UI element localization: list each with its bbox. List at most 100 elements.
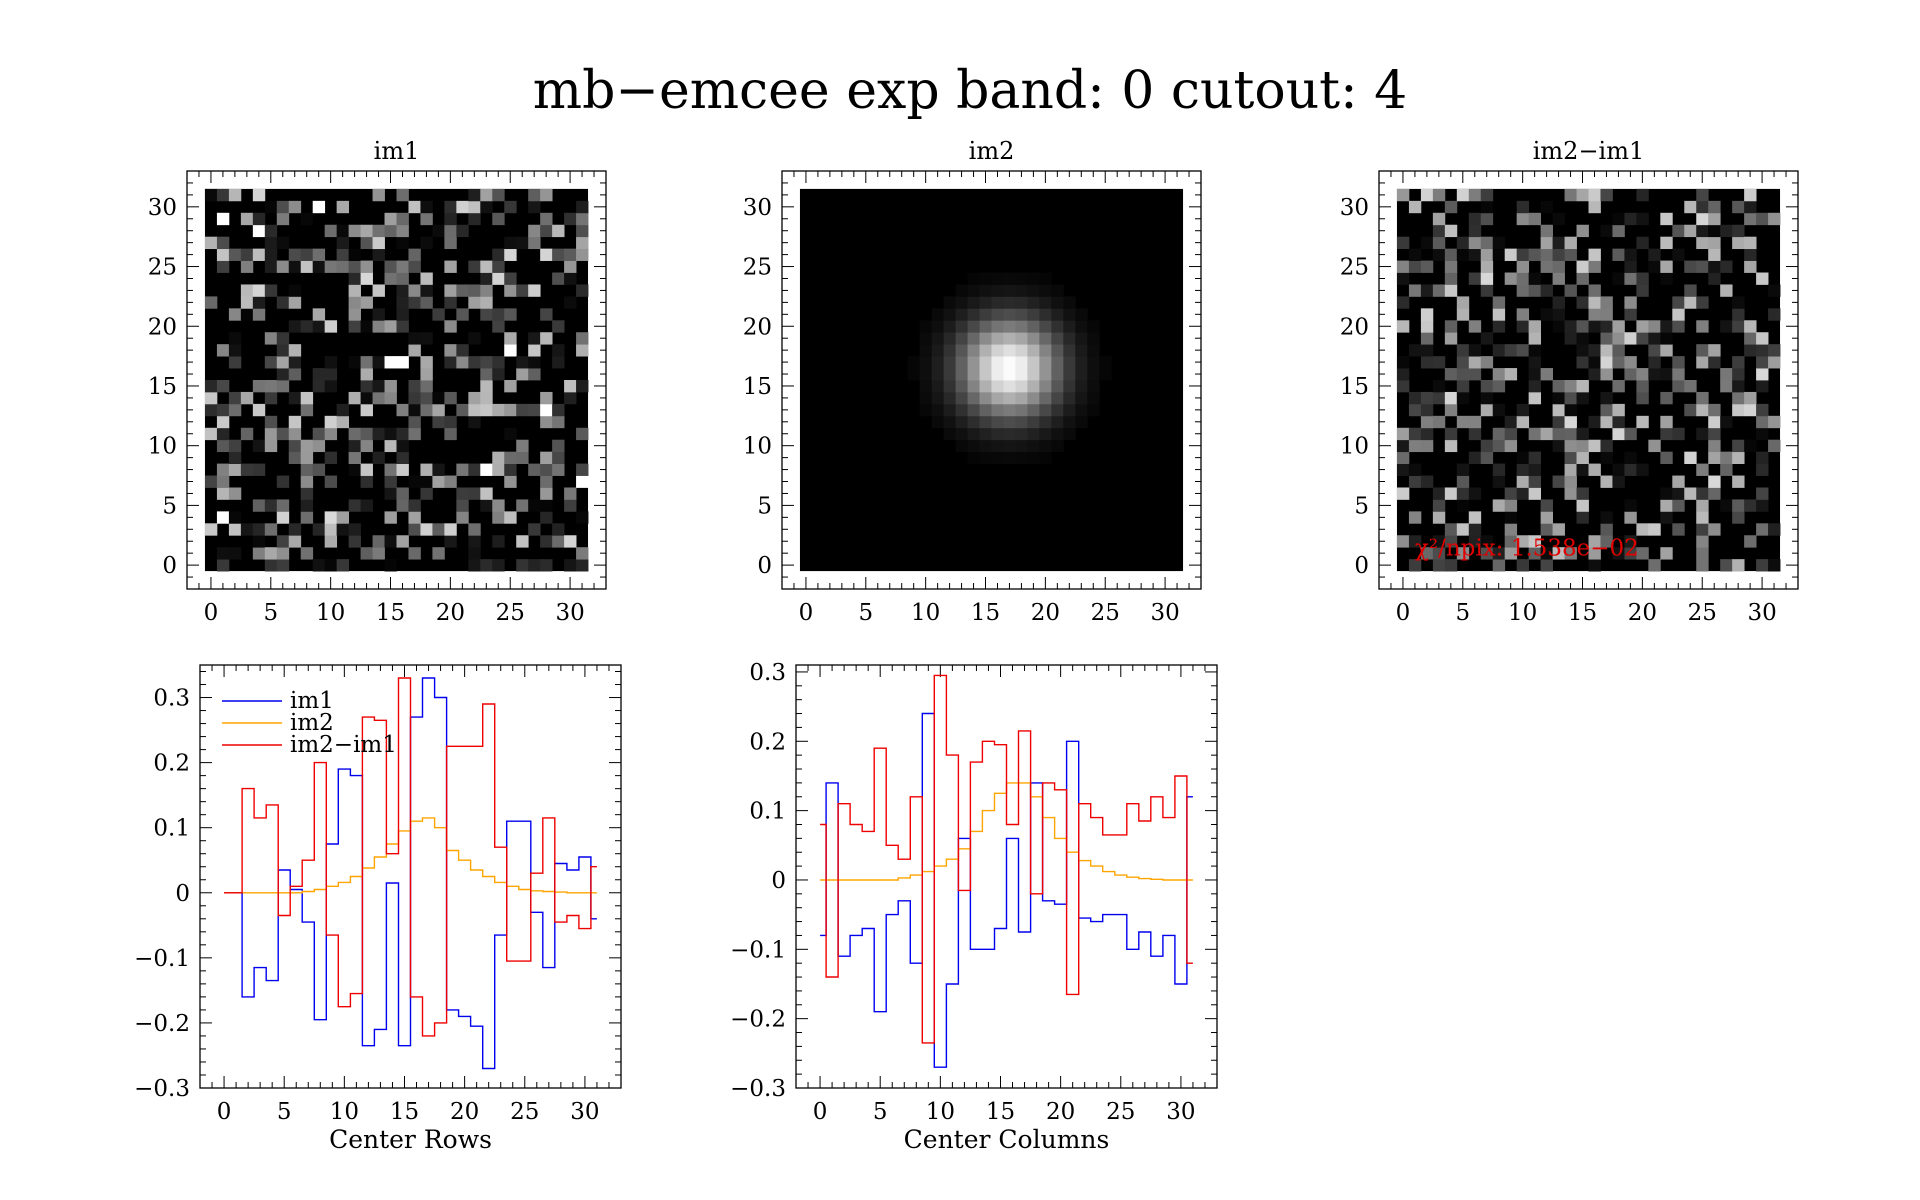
pixel — [1480, 332, 1494, 345]
pixel — [504, 344, 517, 357]
pixel — [1063, 344, 1076, 357]
pixel — [1408, 200, 1422, 214]
pixel — [1003, 403, 1016, 417]
pixel — [300, 475, 314, 488]
pixel — [1408, 475, 1422, 488]
pixel — [1480, 439, 1494, 453]
x-tick-label: 15 — [986, 1099, 1015, 1125]
pixel — [276, 475, 290, 488]
pixel — [1528, 368, 1542, 381]
pixel — [288, 296, 302, 309]
pixel — [348, 463, 361, 476]
pixel — [955, 415, 968, 429]
pixel — [1456, 188, 1470, 202]
pixel — [396, 499, 409, 512]
x-tick-label: 15 — [390, 1099, 419, 1125]
pixel — [240, 248, 254, 261]
pixel — [264, 284, 278, 297]
pixel — [991, 439, 1004, 453]
pixel — [564, 499, 577, 512]
pixel — [204, 236, 218, 250]
pixel — [1396, 260, 1410, 273]
pixel — [528, 463, 541, 476]
pixel — [1516, 487, 1530, 500]
pixel — [1444, 368, 1458, 381]
pixel — [348, 296, 361, 309]
pixel — [288, 356, 302, 369]
panel-title: im2 — [969, 137, 1015, 165]
pixel — [1408, 511, 1422, 524]
pixel — [919, 380, 933, 393]
x-tick-label: 25 — [1688, 600, 1717, 626]
pixel — [1456, 523, 1470, 536]
pixel — [1087, 368, 1100, 381]
pixel — [552, 439, 565, 453]
pixel — [1696, 547, 1709, 560]
pixel — [1744, 439, 1757, 453]
pixel — [1051, 284, 1064, 297]
pixel — [1003, 320, 1016, 333]
pixel — [1564, 236, 1577, 250]
pixel — [1564, 487, 1577, 500]
pixel — [1456, 463, 1470, 476]
pixel — [1492, 296, 1506, 309]
pixel — [1552, 380, 1565, 393]
pixel — [991, 356, 1004, 369]
pixel — [1444, 427, 1458, 441]
pixel — [360, 427, 373, 441]
pixel — [540, 511, 553, 524]
pixel — [552, 403, 565, 417]
pixel — [384, 320, 397, 333]
y-tick-label: 0.3 — [749, 660, 786, 686]
image-pixels — [1396, 188, 1781, 572]
pixel — [1003, 272, 1016, 285]
pixel — [1396, 439, 1410, 453]
pixel — [1744, 403, 1757, 417]
pixel — [300, 260, 314, 273]
pixel — [1027, 427, 1040, 441]
pixel — [1540, 559, 1553, 572]
pixel — [468, 188, 481, 202]
y-tick-label: 30 — [1340, 195, 1369, 221]
pixel — [312, 380, 326, 393]
pixel — [336, 224, 350, 238]
pixel — [1576, 272, 1589, 285]
pixel — [1480, 380, 1494, 393]
pixel — [480, 272, 493, 285]
pixel — [1756, 463, 1769, 476]
pixel — [1732, 200, 1745, 214]
pixel — [564, 535, 577, 548]
pixel — [252, 248, 266, 261]
pixel — [564, 487, 577, 500]
pixel — [540, 403, 553, 417]
pixel — [1576, 344, 1589, 357]
pixel — [552, 523, 565, 536]
pixel — [336, 260, 350, 273]
pixel — [1672, 499, 1685, 512]
pixel — [1456, 248, 1470, 261]
y-tick-label: 0.3 — [153, 686, 190, 712]
pixel — [492, 403, 505, 417]
pixel — [264, 224, 278, 238]
pixel — [444, 320, 457, 333]
pixel — [1600, 439, 1613, 453]
pixel — [1696, 356, 1709, 369]
x-tick-label: 10 — [316, 600, 345, 626]
pixel — [408, 499, 421, 512]
pixel — [1504, 511, 1518, 524]
pixel — [1468, 248, 1482, 261]
pixel — [348, 499, 361, 512]
pixel — [1396, 487, 1410, 500]
pixel — [991, 391, 1004, 405]
pixel — [228, 463, 242, 476]
pixel — [1660, 487, 1673, 500]
pixel — [1516, 260, 1530, 273]
pixel — [1516, 212, 1530, 226]
pixel — [1600, 332, 1613, 345]
pixel — [1672, 296, 1685, 309]
pixel — [1612, 463, 1625, 476]
pixel — [216, 260, 230, 273]
pixel — [1528, 427, 1542, 441]
pixel — [420, 356, 433, 369]
pixel — [979, 380, 992, 393]
